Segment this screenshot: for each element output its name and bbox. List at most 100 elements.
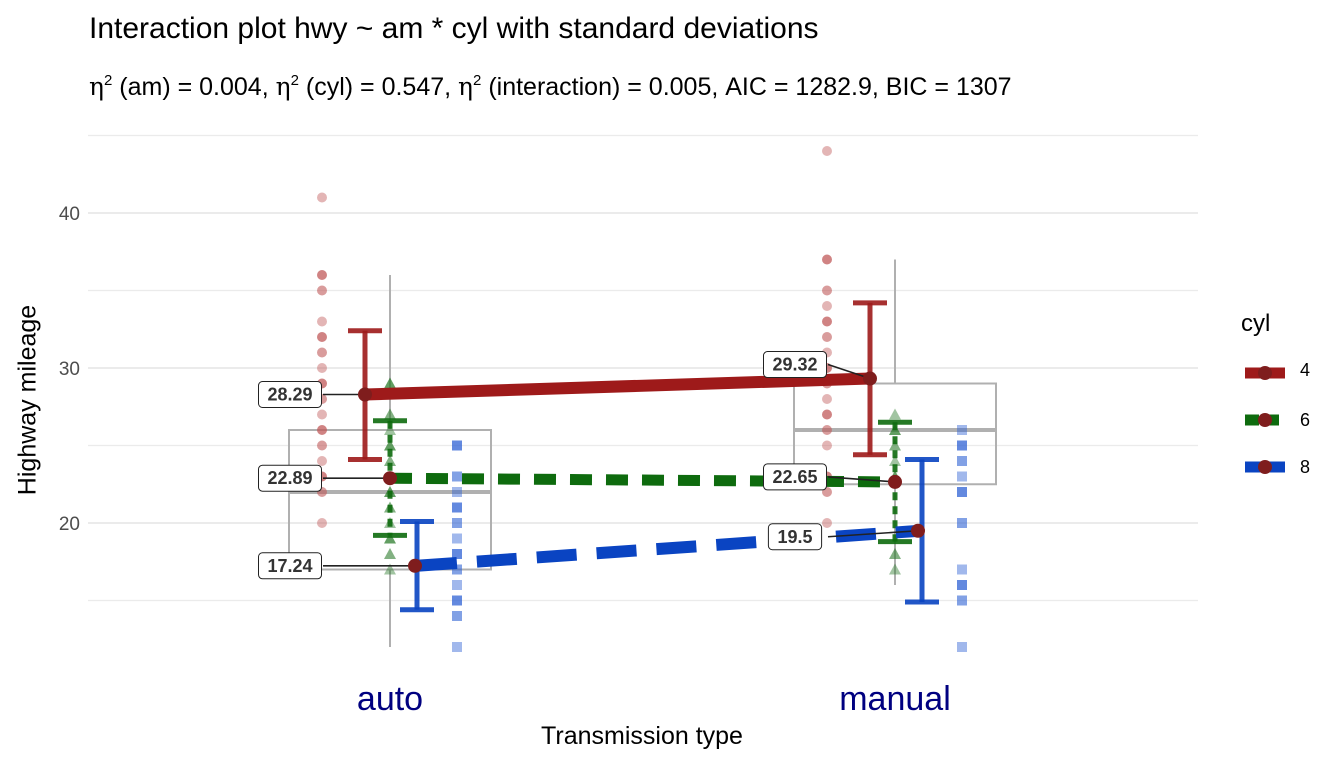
eta-symbol: η [275, 72, 291, 101]
y-tick-label: 20 [59, 514, 80, 535]
y-tick-label: 30 [59, 359, 80, 380]
label-leader-line [827, 476, 896, 483]
raw-point [822, 316, 832, 327]
raw-point [384, 548, 396, 559]
raw-point [957, 642, 967, 652]
raw-point [317, 285, 327, 296]
raw-point [957, 595, 967, 606]
series-line-4 [364, 372, 871, 401]
raw-point [957, 580, 967, 590]
raw-point [452, 580, 462, 590]
superscript: 2 [473, 72, 482, 89]
legend-label-6: 6 [1300, 410, 1311, 430]
legend-title: cyl [1241, 310, 1271, 337]
raw-point [889, 439, 901, 451]
raw-point [957, 518, 967, 528]
raw-point [452, 642, 462, 652]
raw-point [384, 455, 396, 466]
raw-point [957, 425, 967, 435]
series-line-6 [389, 472, 896, 488]
raw-point [452, 502, 462, 513]
mean-label-box [763, 351, 827, 379]
raw-point [384, 377, 396, 389]
legend-key-point-4 [1258, 366, 1272, 380]
raw-point [822, 518, 832, 528]
mean-label-box [258, 552, 322, 580]
raw-point [452, 518, 462, 528]
mean-label-box [258, 464, 322, 492]
mean-label-box [258, 381, 322, 409]
raw-point [452, 440, 462, 451]
legend-key-point-8 [1258, 460, 1272, 474]
raw-point [452, 611, 462, 621]
raw-point [452, 595, 462, 606]
raw-point [957, 564, 967, 575]
raw-point [452, 487, 462, 497]
raw-point [889, 548, 901, 559]
subtitle-term-cyl: (cyl) = 0.547, [298, 73, 459, 101]
raw-point [957, 487, 967, 497]
raw-point [384, 563, 396, 575]
raw-point [317, 518, 327, 528]
label-leader-line [827, 363, 871, 380]
legend-label-8: 8 [1300, 457, 1311, 477]
mean-point [911, 523, 925, 538]
raw-point [317, 347, 327, 358]
mean-point [358, 387, 372, 402]
raw-point [384, 532, 396, 544]
mean-point [383, 471, 397, 486]
raw-point [384, 408, 396, 420]
x-tick-label: auto [357, 680, 423, 718]
legend-key-point-6 [1258, 413, 1272, 427]
raw-point [317, 363, 327, 373]
raw-point [452, 564, 462, 575]
mean-label: 19.5 [777, 527, 812, 547]
subtitle-term-am: (am) = 0.004, [112, 73, 276, 101]
raw-point [317, 425, 327, 435]
chart-subtitle: η2 (am) = 0.004, η2 (cyl) = 0.547, η2 (i… [89, 72, 1012, 102]
raw-point [317, 409, 327, 420]
mean-label: 22.89 [267, 468, 312, 488]
raw-point [317, 192, 327, 203]
legend-label-4: 4 [1300, 360, 1311, 380]
mean-label: 17.24 [267, 556, 312, 576]
raw-point [957, 471, 967, 482]
raw-point [384, 424, 396, 435]
boxplot-box [288, 429, 492, 571]
raw-point [822, 332, 832, 342]
chart-title: Interaction plot hwy ~ am * cyl with sta… [89, 12, 819, 45]
mean-label-box [767, 523, 823, 551]
raw-point [452, 549, 462, 559]
raw-point [317, 440, 327, 451]
raw-point [822, 425, 832, 435]
raw-point [822, 146, 832, 156]
mean-point [863, 371, 877, 386]
x-axis-label: Transmission type [541, 722, 743, 750]
raw-point [822, 440, 832, 451]
raw-point [957, 440, 967, 451]
superscript: 2 [290, 72, 299, 89]
raw-point [889, 408, 901, 420]
mean-point [408, 558, 422, 573]
raw-point [317, 332, 327, 342]
mean-label: 28.29 [267, 385, 312, 405]
raw-point [452, 533, 462, 544]
raw-point [822, 301, 832, 311]
superscript: 2 [103, 72, 113, 89]
raw-point [822, 409, 832, 420]
raw-point [889, 455, 901, 466]
mean-label-box [763, 463, 827, 491]
raw-point [317, 456, 327, 466]
raw-point [317, 316, 327, 327]
raw-point [889, 563, 901, 575]
subtitle-term-interaction: (interaction) = 0.005, AIC = 1282.9, BIC… [481, 73, 1012, 101]
raw-point [384, 439, 396, 451]
raw-point [822, 285, 832, 296]
raw-point [317, 270, 327, 280]
mean-label: 22.65 [772, 467, 817, 487]
eta-symbol: η [458, 72, 474, 101]
raw-point [452, 471, 462, 482]
label-leader-line [827, 529, 919, 538]
raw-point [822, 394, 832, 404]
